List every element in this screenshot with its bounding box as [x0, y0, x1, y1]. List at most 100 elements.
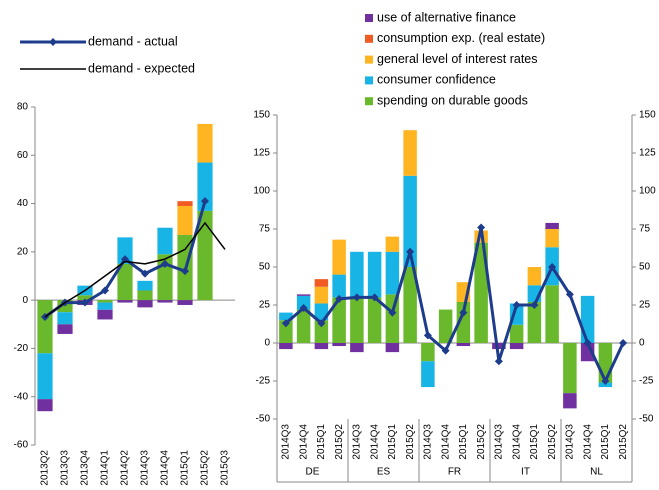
- x-tick-label: 2015Q1: [387, 424, 398, 460]
- y-tick-label: 40: [17, 198, 29, 209]
- bar-segment: [456, 343, 471, 347]
- bar-segment: [545, 229, 559, 248]
- y-tick-label: 60: [17, 150, 29, 161]
- marker: [101, 286, 109, 295]
- y-tick-label: 0: [264, 338, 270, 349]
- bar-segment: [474, 242, 488, 343]
- x-tick-label: 2014Q3: [423, 424, 434, 460]
- bar-segment: [97, 309, 113, 320]
- bar-segment: [332, 239, 346, 275]
- y-tick-label: -20: [14, 343, 29, 354]
- bar-segment: [37, 300, 53, 354]
- bar-segment: [332, 297, 346, 343]
- y-tick-label: -60: [14, 440, 29, 451]
- bar-segment: [279, 312, 293, 321]
- legend-swatch: [365, 14, 373, 22]
- legend-label: general level of interest rates: [377, 52, 538, 66]
- legend-swatch: [365, 55, 373, 64]
- bar-segment: [385, 251, 400, 295]
- x-tick-label: 2013Q2: [40, 450, 51, 486]
- x-tick-label: 2015Q2: [334, 424, 345, 460]
- marker: [352, 293, 361, 302]
- x-tick-label: 2014Q1: [100, 450, 111, 486]
- bar-segment: [367, 251, 382, 298]
- x-tick-label: 2014Q4: [440, 424, 451, 460]
- legend-label: spending on durable goods: [377, 93, 528, 107]
- bar-segment: [314, 343, 329, 350]
- bar-segment: [314, 320, 329, 343]
- y2-tick-label: 25: [639, 300, 651, 311]
- bar-segment: [421, 343, 435, 362]
- bar-segment: [37, 353, 53, 400]
- bar-segment: [350, 251, 364, 298]
- legend-label: consumption exp. (real estate): [377, 31, 545, 45]
- group-label: DE: [306, 467, 320, 478]
- bar-segment: [332, 274, 346, 298]
- bar-segment: [137, 300, 153, 308]
- y2-tick-label: 100: [639, 186, 656, 197]
- bar-segment: [385, 343, 400, 353]
- x-tick-label: 2015Q1: [529, 424, 540, 460]
- marker: [565, 290, 574, 299]
- marker: [299, 304, 308, 313]
- legend-swatch: [365, 76, 373, 85]
- marker: [583, 339, 592, 347]
- bar-segment: [385, 236, 400, 252]
- marker: [281, 319, 290, 328]
- marker: [512, 301, 521, 309]
- bar-segment: [197, 123, 213, 163]
- bar-segment: [97, 302, 113, 310]
- group-label: FR: [448, 467, 461, 478]
- group-label: NL: [590, 467, 603, 478]
- y-tick-label: 150: [253, 110, 270, 121]
- legend-label: demand - actual: [88, 34, 178, 48]
- bar-segment: [545, 285, 559, 343]
- y-tick-label: 50: [259, 262, 271, 273]
- marker: [459, 308, 468, 317]
- x-tick-label: 2015Q1: [180, 450, 191, 486]
- bar-segment: [314, 303, 329, 321]
- y2-tick-label: 150: [639, 110, 656, 121]
- bar-segment: [421, 361, 435, 388]
- x-tick-label: 2013Q3: [60, 450, 71, 486]
- x-tick-label: 2014Q4: [369, 424, 380, 460]
- bar-segment: [57, 324, 73, 334]
- x-tick-label: 2014Q3: [352, 424, 363, 460]
- bar-segment: [137, 280, 153, 291]
- y2-tick-label: -25: [639, 376, 654, 387]
- bar-segment: [77, 295, 93, 301]
- y2-tick-label: 75: [639, 224, 651, 235]
- marker: [548, 263, 557, 271]
- y2-tick-label: -50: [639, 414, 654, 425]
- x-tick-label: 2014Q2: [120, 450, 131, 486]
- marker: [441, 346, 450, 355]
- y-tick-label: -25: [256, 376, 271, 387]
- bar-segment: [296, 295, 311, 310]
- y-tick-label: 80: [17, 102, 29, 113]
- bar-segment: [197, 210, 213, 301]
- legend-label: use of alternative finance: [377, 10, 516, 24]
- marker: [530, 301, 539, 309]
- legend-label: demand - expected: [88, 61, 195, 75]
- marker: [81, 298, 89, 307]
- legend-label: consumer confidence: [377, 73, 496, 87]
- bar-segment: [527, 267, 542, 286]
- y2-tick-label: 125: [639, 148, 656, 159]
- bar-segment: [492, 343, 506, 350]
- bar-segment: [314, 279, 329, 287]
- bar-segment: [385, 294, 400, 343]
- bar-segment: [580, 295, 595, 343]
- bar-segment: [563, 343, 577, 394]
- bar-segment: [57, 312, 73, 325]
- bar-segment: [545, 222, 559, 229]
- bar-segment: [37, 399, 53, 412]
- x-tick-label: 2015Q2: [405, 424, 416, 460]
- bar-segment: [509, 324, 524, 343]
- x-tick-label: 2014Q4: [160, 450, 171, 486]
- bar-segment: [314, 286, 329, 304]
- marker: [141, 269, 149, 278]
- marker: [406, 247, 415, 256]
- bar-segment: [117, 263, 133, 301]
- marker: [161, 259, 169, 268]
- marker: [601, 377, 610, 385]
